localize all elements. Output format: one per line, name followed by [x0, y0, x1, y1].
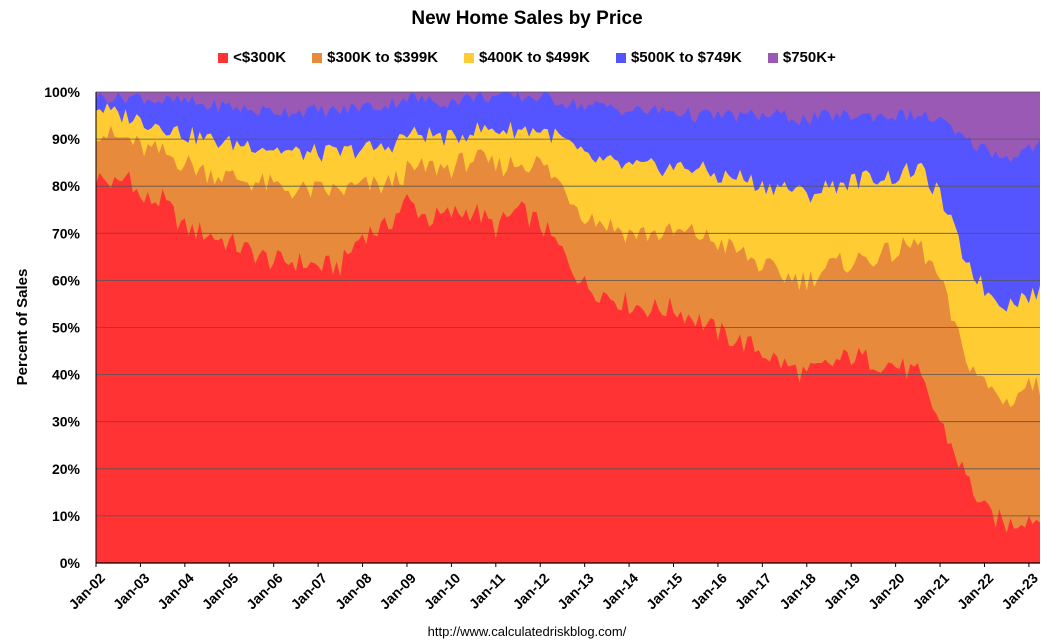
x-tick-label: Jan-12 — [510, 570, 553, 613]
x-tick-label: Jan-20 — [865, 570, 908, 613]
legend-label-under-300k: <$300K — [233, 49, 287, 66]
y-tick-label: 90% — [52, 131, 81, 147]
legend-swatch-under-300k — [218, 52, 229, 63]
y-tick-label: 60% — [52, 272, 81, 288]
legend-swatch-300k-399k — [312, 52, 323, 63]
legend-label-400k-499k: $400K to $499K — [479, 49, 590, 66]
area-series-0 — [96, 171, 1040, 563]
x-tick-label: Jan-18 — [776, 570, 819, 613]
y-tick-label: 100% — [44, 84, 80, 100]
x-tick-label: Jan-22 — [954, 570, 997, 613]
x-tick-label: Jan-08 — [332, 570, 375, 613]
legend-label-300k-399k: $300K to $399K — [327, 49, 439, 66]
y-tick-label: 80% — [52, 178, 81, 194]
x-tick-label: Jan-02 — [65, 570, 108, 613]
x-tick-labels: Jan-02 Jan-03 Jan-04 Jan-05 Jan-06 Jan-07 Jan-… — [65, 570, 1041, 613]
x-tick-label: Jan-09 — [376, 570, 419, 613]
x-tick-label: Jan-21 — [909, 570, 952, 613]
x-tick-label: Jan-10 — [421, 570, 464, 613]
legend-item-500k-749k: $500K to $749K — [615, 49, 742, 66]
legend-item-400k-499k: $400K to $499K — [464, 49, 590, 66]
legend-swatch-750k-plus — [767, 52, 778, 63]
x-tick-label: Jan-14 — [598, 570, 641, 613]
x-tick-label: Jan-15 — [643, 570, 686, 613]
x-tick-label: Jan-17 — [732, 570, 775, 613]
x-tick-label: Jan-06 — [243, 570, 286, 613]
y-tick-label: 10% — [52, 508, 81, 524]
x-tick-label: Jan-04 — [154, 570, 197, 613]
x-tick-label: Jan-11 — [466, 570, 508, 612]
y-tick-label: 40% — [52, 367, 81, 383]
y-tick-label: 20% — [52, 461, 81, 477]
y-tick-label: 50% — [52, 320, 81, 336]
legend-item-300k-399k: $300K to $399K — [312, 49, 438, 66]
legend-item-750k-plus: $750K+ — [767, 49, 836, 66]
y-axis-label: Percent of Sales — [14, 269, 31, 386]
source-url: http://www.calculatedriskblog.com/ — [427, 624, 627, 639]
legend-swatch-400k-499k — [464, 52, 475, 63]
x-tick-label: Jan-05 — [199, 570, 242, 613]
legend-label-500k-749k: $500K to $749K — [630, 49, 742, 66]
stacked-area-chart: 0% 10% 20% 30% 40% 50% 60% 70% 80% 90% 100% Jan-02… — [14, 84, 1041, 613]
legend-item-under-300k: <$300K — [218, 49, 286, 66]
x-tick-label: Jan-03 — [110, 570, 153, 613]
y-tick-label: 0% — [60, 555, 81, 571]
y-tick-label: 70% — [52, 225, 81, 241]
legend-label-750k-plus: $750K+ — [782, 49, 836, 66]
axes — [95, 92, 1030, 567]
y-tick-labels: 0% 10% 20% 30% 40% 50% 60% 70% 80% 90% 100% — [44, 84, 80, 571]
x-tick-label: Jan-16 — [687, 570, 730, 613]
x-tick-label: Jan-07 — [287, 570, 330, 613]
x-tick-label: Jan-13 — [554, 570, 597, 613]
x-tick-label: Jan-23 — [998, 570, 1041, 613]
x-tick-label: Jan-19 — [821, 570, 864, 613]
y-tick-label: 30% — [52, 414, 81, 430]
gridlines — [96, 91, 1040, 564]
legend-swatch-500k-749k — [615, 52, 626, 63]
chart-title: New Home Sales by Price — [411, 8, 643, 29]
chart-legend: <$300K $300K to $399K $400K to $499K $50… — [0, 49, 1054, 66]
